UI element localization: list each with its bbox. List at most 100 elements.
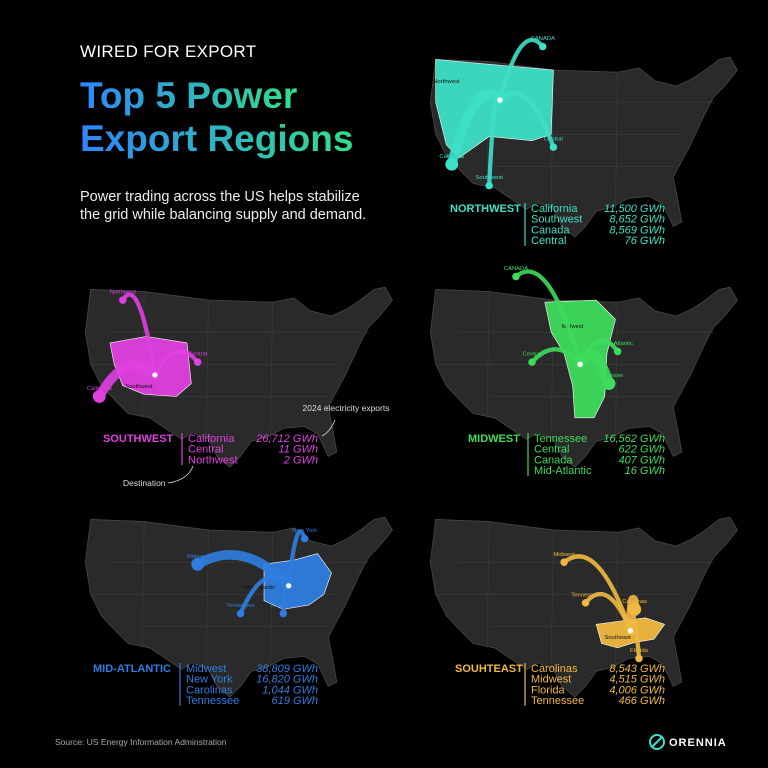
brand: ORENNIA (669, 737, 727, 749)
arrow-head (512, 272, 520, 281)
destination: Carolinas (531, 663, 578, 675)
flow-arrow (583, 591, 633, 633)
flow-arrow (529, 347, 583, 367)
logo-mark (649, 734, 665, 750)
annotation: 2024 electricity exports (303, 403, 390, 413)
title-line: Top 5 Power (80, 75, 298, 116)
destination: Central (188, 444, 223, 456)
map-label: Tennessee (595, 373, 623, 379)
destination: Canada (534, 454, 573, 466)
flow-arrow (578, 338, 620, 367)
origin-dot (627, 628, 634, 634)
title-line: Export Regions (80, 118, 354, 159)
amount: 76 GWh (625, 235, 665, 247)
flow-arrow (152, 349, 200, 378)
destination: Northwest (188, 454, 238, 466)
state-border (141, 521, 145, 648)
region-name: SOUTHWEST (103, 433, 174, 445)
map-label: Florida (630, 648, 649, 654)
destination: Tennessee (186, 695, 239, 707)
flow-arrow (628, 619, 642, 661)
amount: 11,500 GWh (604, 203, 665, 215)
destination: Midwest (186, 663, 226, 675)
map-label: Midwest (553, 552, 575, 558)
arrow-head (549, 143, 558, 151)
amount: 2 GWh (283, 454, 318, 466)
annotation-arrow (167, 465, 194, 484)
map-label: Midwest (562, 324, 584, 330)
origin-dot (577, 361, 583, 367)
amount: 16 GWh (625, 465, 665, 477)
subtitle: Power trading across the US helps stabil… (80, 189, 367, 223)
map-label: California (439, 154, 465, 160)
flow-arrow (513, 269, 583, 367)
amount: 11 GWh (278, 444, 318, 456)
arrow-head (191, 557, 205, 571)
state-border (205, 530, 209, 663)
origin-dot (285, 583, 292, 589)
map-label: Tennessee (571, 592, 599, 598)
arrow-head (602, 377, 616, 390)
amount: 16,820 GWh (256, 674, 318, 686)
map-panel: MidwestTennesseeCentralCANADAMid-Atlanti… (429, 266, 738, 468)
arrow-head (635, 654, 643, 663)
amount: 38,809 GWh (256, 663, 318, 675)
amount: 26,712 GWh (255, 433, 318, 445)
source: Source: US Energy Information Adminstrat… (55, 737, 227, 747)
flow-arrow (487, 92, 503, 188)
arrow-head (485, 181, 493, 190)
state-border (270, 302, 273, 440)
arrow-head (279, 609, 288, 618)
state-border (615, 72, 618, 210)
flow-arrow (497, 90, 556, 150)
arrow-head (445, 157, 459, 171)
state-border (486, 521, 490, 648)
map-label: Carolinas (271, 603, 296, 609)
destination: Central (531, 235, 566, 247)
amount: 466 GWh (619, 695, 665, 707)
map-label: California (87, 386, 113, 392)
region-name: MID-ATLANTIC (93, 663, 171, 675)
arrow-head (119, 296, 127, 304)
flow-arrow (286, 529, 307, 588)
state-border (550, 70, 554, 203)
map-label: Northwest (110, 290, 137, 296)
map-panel: NorthwestCaliforniaSouthwestCANADACentra… (429, 36, 738, 238)
arrow-head (628, 602, 642, 616)
logo-mark (651, 736, 663, 748)
arrow-head (560, 558, 568, 566)
annotation-arrow (321, 419, 336, 437)
flow-arrow (497, 37, 545, 103)
map-label: CANADA (504, 266, 529, 272)
arrow-head (538, 42, 547, 51)
flow-arrow (281, 574, 291, 616)
annotation: Destination (123, 478, 166, 488)
destination: New York (186, 674, 233, 686)
amount: 8,652 GWh (609, 214, 665, 226)
map-label: New York (292, 528, 317, 534)
state-border (615, 302, 618, 440)
amount: 8,569 GWh (609, 224, 665, 236)
state-border (550, 530, 554, 663)
amount: 407 GWh (619, 454, 665, 466)
state-border (486, 291, 490, 418)
map-label: Southwest (125, 384, 153, 390)
map-label: Carolinas (622, 599, 647, 605)
destination: Midwest (531, 674, 571, 686)
map-label: Central (544, 137, 563, 143)
map-label: Central (523, 352, 542, 358)
header: WIRED FOR EXPORT Top 5 Power Export Regi… (80, 42, 380, 224)
map-label: CANADA (530, 36, 555, 42)
map-panel: SoutheastCarolinasMidwestFloridaTennesse… (429, 516, 738, 698)
arrow-head (613, 347, 622, 356)
region-highlight (263, 553, 332, 610)
destination: Mid-Atlantic (534, 465, 592, 477)
arrow-head (236, 609, 245, 618)
map-label: Mid-Atlantic (244, 585, 275, 591)
destination: Canada (531, 224, 570, 236)
arrow-head (581, 599, 590, 607)
amount: 622 GWh (619, 444, 665, 456)
destination: California (188, 433, 235, 445)
amount: 1,044 GWh (262, 684, 318, 696)
